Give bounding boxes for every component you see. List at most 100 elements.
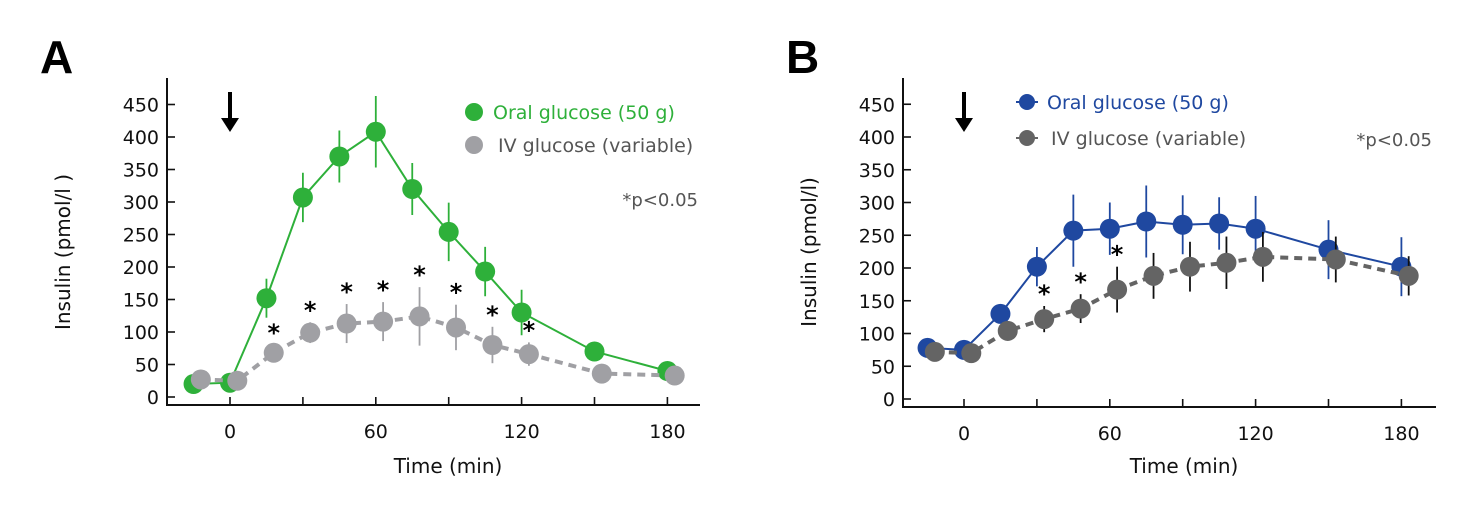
panel-b-significance-note: *p<0.05 xyxy=(1356,130,1432,151)
y-tick-label: 450 xyxy=(123,95,159,117)
data-point xyxy=(1026,256,1047,277)
y-tick-label: 450 xyxy=(859,94,895,116)
panel-b-legend: Oral glucose (50 g) IV glucose (variable… xyxy=(1016,92,1246,150)
significance-star: * xyxy=(267,319,280,347)
significance-star: * xyxy=(1074,268,1087,296)
data-point xyxy=(1325,249,1346,270)
arrow-down-icon xyxy=(221,118,239,132)
panel-b-letter: B xyxy=(786,31,819,83)
data-point xyxy=(409,306,430,327)
significance-star: * xyxy=(304,296,317,324)
y-tick-label: 400 xyxy=(859,127,895,149)
y-tick-label: 0 xyxy=(147,387,159,409)
data-point xyxy=(924,341,945,362)
data-point xyxy=(664,365,685,386)
panel-b-plot: 0 50 100 150 200 250 300 350 400 450 0 60 120 180 * * * xyxy=(859,78,1436,445)
data-point xyxy=(1099,218,1120,239)
x-tick-label: 60 xyxy=(364,421,388,443)
x-tick-label: 180 xyxy=(649,421,685,443)
data-point xyxy=(373,311,394,332)
panel-a-xlabel: Time (min) xyxy=(393,454,503,478)
significance-star: * xyxy=(1111,241,1124,269)
x-tick-label: 180 xyxy=(1383,423,1419,445)
data-point xyxy=(591,363,612,384)
data-point xyxy=(584,341,605,362)
panel-b-ylabel: Insulin (pmol/l) xyxy=(797,177,821,327)
y-tick-label: 250 xyxy=(123,225,159,247)
legend-marker-oral xyxy=(1019,94,1035,110)
panel-a-significance-note: *p<0.05 xyxy=(622,190,698,211)
data-point xyxy=(227,370,248,391)
data-point xyxy=(1070,298,1091,319)
legend-label-oral: Oral glucose (50 g) xyxy=(493,102,675,124)
y-tick-label: 200 xyxy=(123,257,159,279)
y-tick-label: 300 xyxy=(123,192,159,214)
panel-b: B Time (min) Insulin (pmol/l) *p<0.05 0 5… xyxy=(786,31,1436,478)
series-oral-glucose xyxy=(917,185,1412,360)
data-point xyxy=(329,146,350,167)
data-point xyxy=(961,343,982,364)
data-point xyxy=(263,342,284,363)
data-point xyxy=(1107,279,1128,300)
y-tick-label: 400 xyxy=(123,127,159,149)
legend-label-oral: Oral glucose (50 g) xyxy=(1047,92,1229,114)
data-point xyxy=(518,344,539,365)
y-tick-label: 300 xyxy=(859,193,895,215)
x-tick-label: 120 xyxy=(1237,423,1273,445)
panel-a-plot: 0 50 100 150 200 250 300 350 400 450 0 60 120 180 * * * *… xyxy=(123,78,700,443)
y-tick-label: 100 xyxy=(859,324,895,346)
y-tick-label: 200 xyxy=(859,258,895,280)
x-tick-label: 0 xyxy=(224,421,236,443)
data-point xyxy=(256,288,277,309)
panel-a: A Time (min) Insulin (pmol/l ) *p<0.05 0… xyxy=(40,31,700,478)
data-point xyxy=(292,187,313,208)
legend-marker-iv xyxy=(1019,130,1035,146)
data-point xyxy=(300,322,321,343)
data-point xyxy=(1063,220,1084,241)
data-point xyxy=(1252,246,1273,267)
y-tick-label: 150 xyxy=(123,290,159,312)
legend-marker-iv xyxy=(465,136,483,154)
data-point xyxy=(365,121,386,142)
data-point xyxy=(1136,211,1157,232)
x-tick-label: 120 xyxy=(503,421,539,443)
y-tick-label: 100 xyxy=(123,322,159,344)
panel-a-legend: Oral glucose (50 g) IV glucose (variable… xyxy=(465,102,693,157)
legend-label-iv: IV glucose (variable) xyxy=(498,135,693,157)
data-point xyxy=(336,313,357,334)
series-line xyxy=(193,130,668,385)
data-point xyxy=(1172,214,1193,235)
significance-star: * xyxy=(486,301,499,329)
data-point xyxy=(1143,265,1164,286)
data-point xyxy=(475,261,496,282)
panel-b-xlabel: Time (min) xyxy=(1129,454,1239,478)
data-point xyxy=(997,320,1018,341)
y-tick-label: 0 xyxy=(883,389,895,411)
data-point xyxy=(438,221,459,242)
significance-star: * xyxy=(340,278,353,306)
y-tick-label: 350 xyxy=(859,160,895,182)
panel-a-letter: A xyxy=(40,31,73,83)
data-point xyxy=(990,303,1011,324)
data-point xyxy=(1245,218,1266,239)
significance-star: * xyxy=(450,279,463,307)
data-point xyxy=(1398,265,1419,286)
data-point xyxy=(1179,256,1200,277)
significance-star: * xyxy=(1038,280,1051,308)
y-tick-label: 350 xyxy=(123,160,159,182)
data-point xyxy=(190,369,211,390)
series-iv-glucose: * * * * * * * * xyxy=(190,261,685,391)
x-tick-label: 0 xyxy=(958,423,970,445)
data-point xyxy=(1216,252,1237,273)
legend-marker-oral xyxy=(465,103,483,121)
data-point xyxy=(445,317,466,338)
series-iv-glucose: * * * xyxy=(924,231,1419,364)
y-tick-label: 50 xyxy=(135,355,159,377)
significance-star: * xyxy=(523,316,536,344)
arrow-down-icon xyxy=(955,118,973,132)
data-point xyxy=(1209,213,1230,234)
panel-a-ylabel: Insulin (pmol/l ) xyxy=(51,174,75,330)
significance-star: * xyxy=(377,276,390,304)
legend-label-iv: IV glucose (variable) xyxy=(1051,128,1246,150)
